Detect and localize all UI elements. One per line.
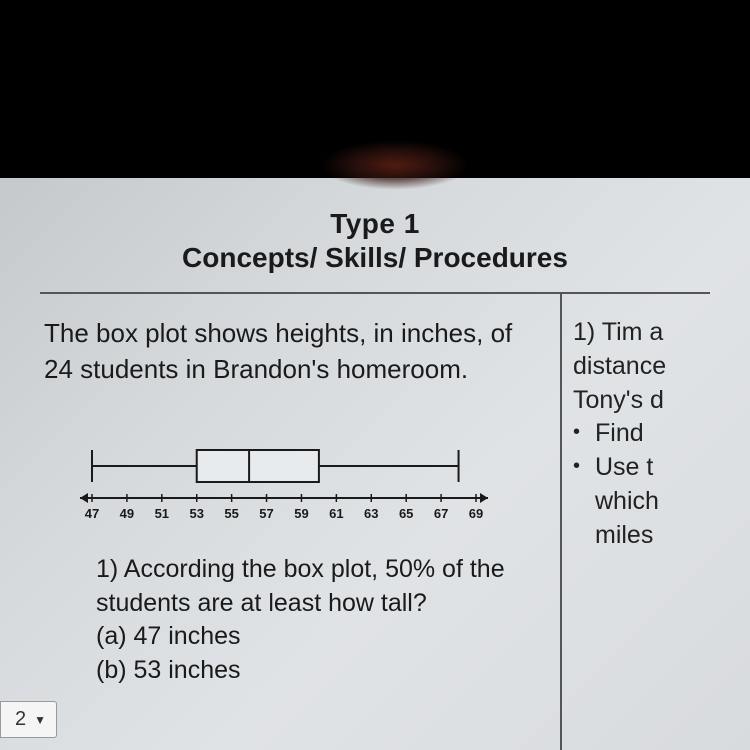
svg-text:61: 61 [329, 506, 343, 521]
right-bullet-2: • Use t [573, 451, 750, 485]
answer-a: (a) 47 inches [96, 620, 515, 654]
intro-text: The box plot shows heights, in inches, o… [44, 316, 515, 388]
answer-b: (b) 53 inches [96, 654, 515, 688]
header-concepts: Concepts/ Skills/ Procedures [60, 242, 690, 274]
caret-down-icon: ▼ [34, 713, 46, 727]
svg-text:53: 53 [189, 506, 203, 521]
header-type: Type 1 [60, 208, 690, 240]
boxplot-container: 47 49 51 53 55 57 59 61 63 65 67 69 [44, 440, 515, 535]
page-indicator[interactable]: 2 ▼ [0, 701, 57, 738]
right-line-3: Tony's d [573, 384, 750, 418]
svg-text:57: 57 [259, 506, 273, 521]
horizontal-divider [40, 292, 710, 294]
left-column: The box plot shows heights, in inches, o… [0, 316, 545, 688]
page-number: 2 [15, 708, 26, 731]
svg-text:51: 51 [155, 506, 169, 521]
right-bullet-1: • Find [573, 417, 750, 451]
question-line-2: students are at least how tall? [96, 587, 515, 621]
content-row: The box plot shows heights, in inches, o… [0, 316, 750, 688]
svg-text:65: 65 [399, 506, 413, 521]
svg-text:69: 69 [469, 506, 483, 521]
svg-text:49: 49 [120, 506, 134, 521]
right-bullet-1-text: Find [595, 417, 644, 451]
finger-shadow [320, 140, 470, 190]
right-column: 1) Tim a distance Tony's d • Find • Use … [545, 316, 750, 688]
bullet-icon: • [573, 417, 581, 451]
right-line-2: distance [573, 350, 750, 384]
question-line-1: 1) According the box plot, 50% of the [96, 553, 515, 587]
vertical-divider [560, 294, 562, 750]
right-line-1: 1) Tim a [573, 316, 750, 350]
boxplot-svg: 47 49 51 53 55 57 59 61 63 65 67 69 [74, 440, 494, 535]
worksheet-header: Type 1 Concepts/ Skills/ Procedures [0, 208, 750, 292]
right-line-4: which [573, 485, 750, 519]
svg-text:67: 67 [434, 506, 448, 521]
right-bullet-2-text: Use t [595, 451, 653, 485]
svg-text:47: 47 [85, 506, 99, 521]
right-line-5: miles [573, 519, 750, 553]
svg-text:63: 63 [364, 506, 378, 521]
worksheet-paper: Type 1 Concepts/ Skills/ Procedures The … [0, 178, 750, 750]
question-block: 1) According the box plot, 50% of the st… [44, 553, 515, 688]
bullet-icon: • [573, 451, 581, 485]
svg-text:55: 55 [224, 506, 238, 521]
svg-text:59: 59 [294, 506, 308, 521]
